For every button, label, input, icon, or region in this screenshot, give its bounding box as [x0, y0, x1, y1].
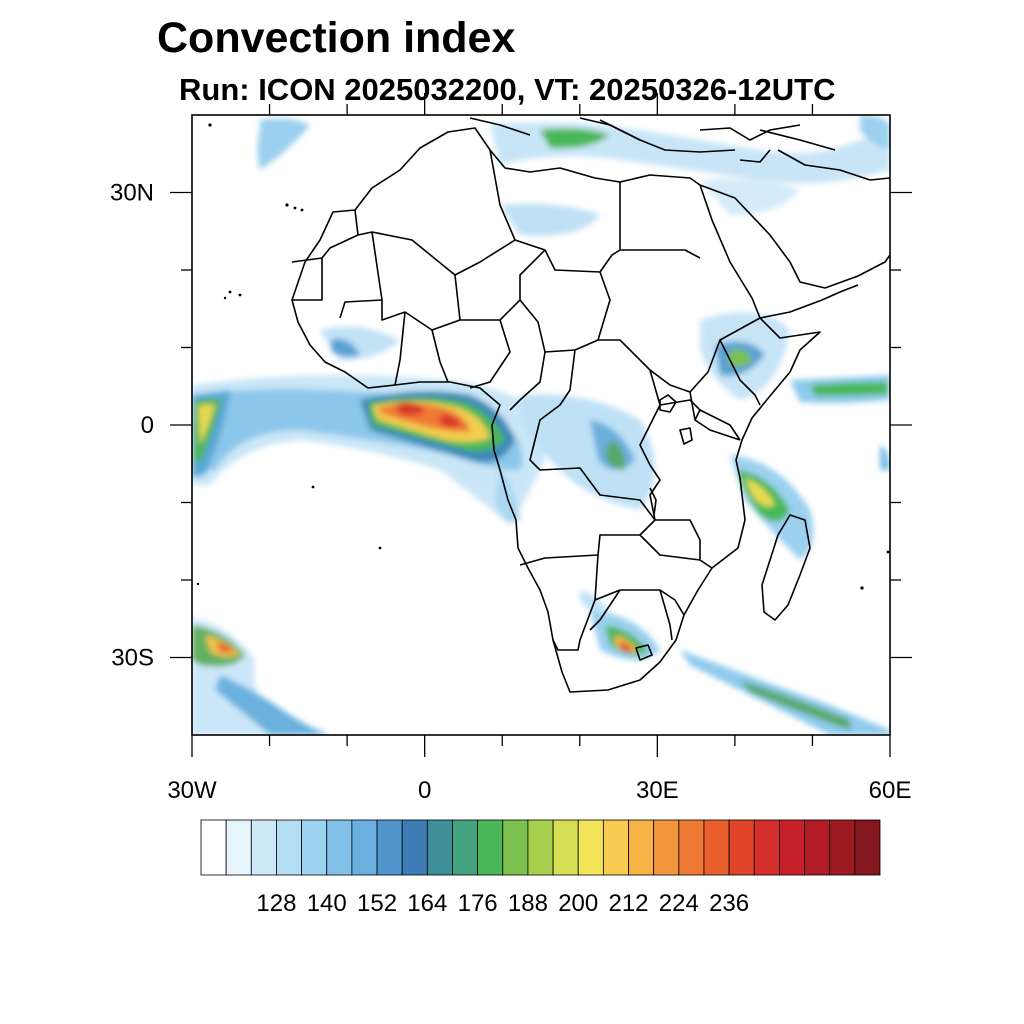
colorbar-swatch: [602, 819, 629, 876]
lon-label: 30W: [167, 777, 217, 804]
colorbar-swatch: [200, 819, 227, 876]
map-title: Convection index: [157, 14, 516, 62]
colorbar-swatch: [628, 819, 655, 876]
country-borders: [291, 117, 890, 693]
colorbar-swatch: [829, 819, 856, 876]
colorbar-swatch: [276, 819, 302, 876]
lon-label: 60E: [869, 777, 912, 804]
colorbar-labels: 128 140 152 164 176 188 200 212 224 236: [256, 890, 749, 917]
lon-label: 0: [418, 777, 431, 804]
islands: [196, 123, 890, 590]
colorbar-tick-label: 176: [458, 890, 498, 917]
colorbar-swatch: [452, 819, 479, 876]
colorbar-swatch: [653, 819, 680, 876]
lon-label: 30E: [636, 777, 679, 804]
colorbar-swatch: [753, 819, 780, 876]
axis-ticks: [170, 93, 912, 757]
lat-label: 0: [141, 412, 154, 439]
madagascar-coastline: [761, 514, 811, 621]
colorbar: [200, 819, 881, 876]
lat-label: 30N: [110, 180, 154, 207]
colorbar-swatch: [854, 819, 881, 876]
map-subtitle: Run: ICON 2025032200, VT: 20250326-12UTC: [179, 72, 836, 107]
colorbar-swatch: [728, 819, 755, 876]
colorbar-swatch: [703, 819, 730, 876]
colorbar-swatch: [250, 819, 277, 876]
colorbar-swatch: [577, 819, 604, 876]
colorbar-swatch: [326, 819, 353, 876]
colorbar-swatch: [678, 819, 705, 876]
lat-label: 30S: [111, 645, 154, 672]
colorbar-swatch: [477, 819, 504, 876]
colorbar-swatch: [426, 819, 453, 876]
africa-coastline: [291, 127, 821, 693]
arabia-coastline: [699, 184, 890, 319]
colorbar-swatch: [301, 819, 328, 876]
colorbar-swatch: [376, 819, 403, 876]
colorbar-tick-label: 128: [256, 890, 296, 917]
convection-field: [192, 115, 890, 735]
axis-labels: 30N 0 30S 30W 0 30E 60E: [110, 180, 911, 805]
colorbar-tick-label: 152: [357, 890, 397, 917]
colorbar-tick-label: 164: [407, 890, 447, 917]
colorbar-swatch: [552, 819, 579, 876]
colorbar-swatch: [779, 819, 805, 876]
colorbar-tick-label: 224: [659, 890, 699, 917]
colorbar-swatch: [401, 819, 428, 876]
colorbar-swatch: [502, 819, 529, 876]
colorbar-tick-label: 212: [608, 890, 648, 917]
colorbar-swatch: [804, 819, 831, 876]
colorbar-swatch: [351, 819, 378, 876]
colorbar-tick-label: 200: [558, 890, 598, 917]
colorbar-tick-label: 236: [709, 890, 749, 917]
colorbar-tick-label: 140: [307, 890, 347, 917]
colorbar-swatch: [225, 819, 252, 876]
colorbar-swatch: [527, 819, 554, 876]
colorbar-tick-label: 188: [508, 890, 548, 917]
